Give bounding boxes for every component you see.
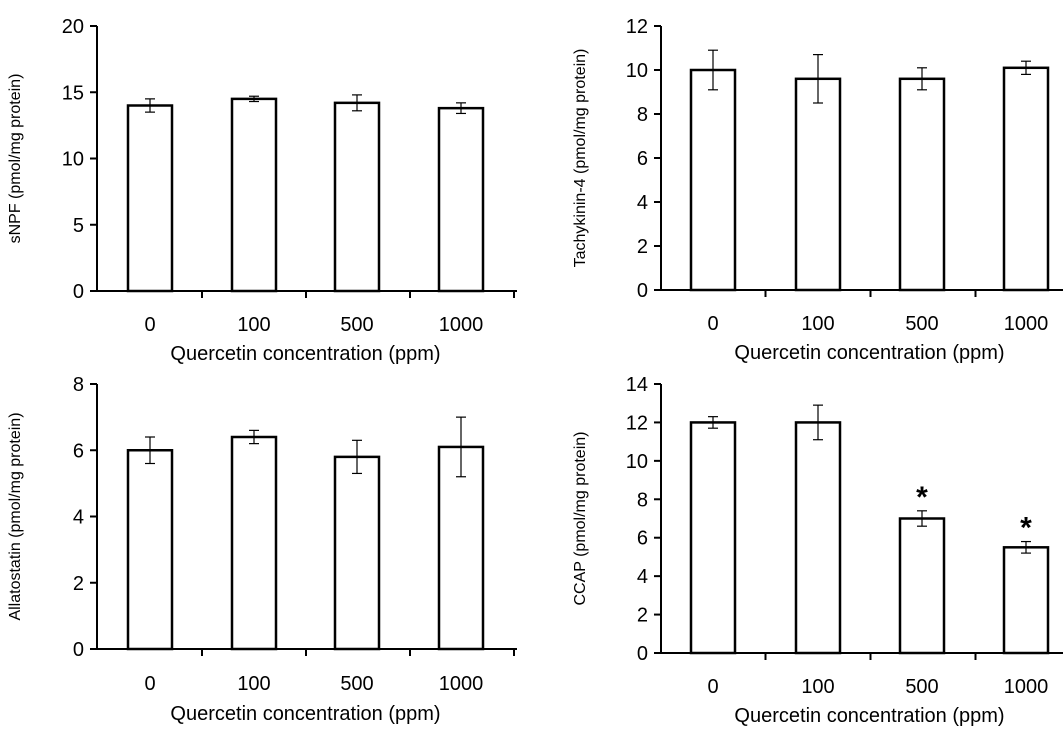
y-tick-label: 0 xyxy=(73,281,84,303)
y-tick-label: 0 xyxy=(637,280,648,302)
bar xyxy=(1002,66,1050,292)
x-tick-label: 500 xyxy=(905,313,938,335)
x-axis-label: Quercetin concentration (ppm) xyxy=(170,703,440,725)
y-tick-label: 6 xyxy=(637,148,648,170)
significance-marker: * xyxy=(916,481,928,514)
bar xyxy=(898,77,946,292)
x-tick-label: 1000 xyxy=(1004,313,1049,335)
bar xyxy=(333,455,381,651)
bar xyxy=(126,449,174,651)
y-tick-label: 2 xyxy=(637,236,648,258)
x-tick-label: 500 xyxy=(340,314,373,336)
chart-panel-3: 0 2 4 6 8 0 100 500 1000 Quercetin concentration … xyxy=(7,374,517,725)
x-tick-label: 0 xyxy=(707,313,718,335)
x-tick-label: 500 xyxy=(905,676,938,698)
y-tick-label: 4 xyxy=(637,566,648,588)
y-tick-label: 5 xyxy=(73,215,84,237)
x-tick-label: 100 xyxy=(801,313,834,335)
x-axis-label: Quercetin concentration (ppm) xyxy=(170,343,440,365)
x-tick-label: 100 xyxy=(237,673,270,695)
x-axis-label: Quercetin concentration (ppm) xyxy=(734,705,1004,727)
bar xyxy=(437,106,485,293)
y-tick-label: 4 xyxy=(637,192,648,214)
y-tick-label: 8 xyxy=(637,104,648,126)
y-tick-label: 2 xyxy=(637,605,648,627)
bar xyxy=(794,77,842,292)
significance-marker: * xyxy=(1020,512,1032,545)
y-tick-label: 2 xyxy=(73,573,84,595)
y-tick-label: 14 xyxy=(626,374,648,396)
y-axis-label: Allatostatin (pmol/mg protein) xyxy=(7,412,24,620)
y-tick-label: 10 xyxy=(626,451,648,473)
x-axis-label: Quercetin concentration (ppm) xyxy=(734,342,1004,364)
bar xyxy=(230,435,278,651)
bar xyxy=(689,68,737,292)
chart-panel-1: 0 5 10 15 20 0 100 500 1000 Quercetin concentrati… xyxy=(7,16,517,365)
y-axis-label: Tachykinin-4 (pmol/mg protein) xyxy=(572,49,589,268)
x-tick-label: 500 xyxy=(340,673,373,695)
y-tick-label: 0 xyxy=(73,639,84,661)
x-tick-label: 1000 xyxy=(1004,676,1049,698)
y-tick-label: 12 xyxy=(626,16,648,38)
y-tick-label: 15 xyxy=(62,82,84,104)
y-tick-label: 8 xyxy=(73,374,84,396)
y-tick-label: 12 xyxy=(626,412,648,434)
x-tick-label: 0 xyxy=(707,676,718,698)
bar xyxy=(230,97,278,293)
y-tick-label: 6 xyxy=(73,440,84,462)
y-tick-label: 0 xyxy=(637,643,648,665)
y-tick-label: 20 xyxy=(62,16,84,38)
x-tick-label: 100 xyxy=(237,314,270,336)
y-tick-label: 10 xyxy=(62,149,84,171)
y-axis-label: sNPF (pmol/mg protein) xyxy=(7,74,24,244)
bar xyxy=(794,421,842,655)
y-tick-label: 8 xyxy=(637,489,648,511)
y-tick-label: 10 xyxy=(626,60,648,82)
y-axis-label: CCAP (pmol/mg protein) xyxy=(572,432,589,606)
y-tick-label: 4 xyxy=(73,507,84,529)
y-tick-label: 6 xyxy=(637,528,648,550)
x-tick-label: 1000 xyxy=(439,314,484,336)
x-tick-label: 100 xyxy=(801,676,834,698)
x-tick-label: 1000 xyxy=(439,673,484,695)
x-tick-label: 0 xyxy=(144,314,155,336)
bar xyxy=(437,445,485,651)
x-tick-label: 0 xyxy=(144,673,155,695)
bar xyxy=(689,421,737,655)
bar xyxy=(1002,546,1050,655)
bar xyxy=(898,517,946,655)
bar xyxy=(333,101,381,293)
bar xyxy=(126,104,174,293)
